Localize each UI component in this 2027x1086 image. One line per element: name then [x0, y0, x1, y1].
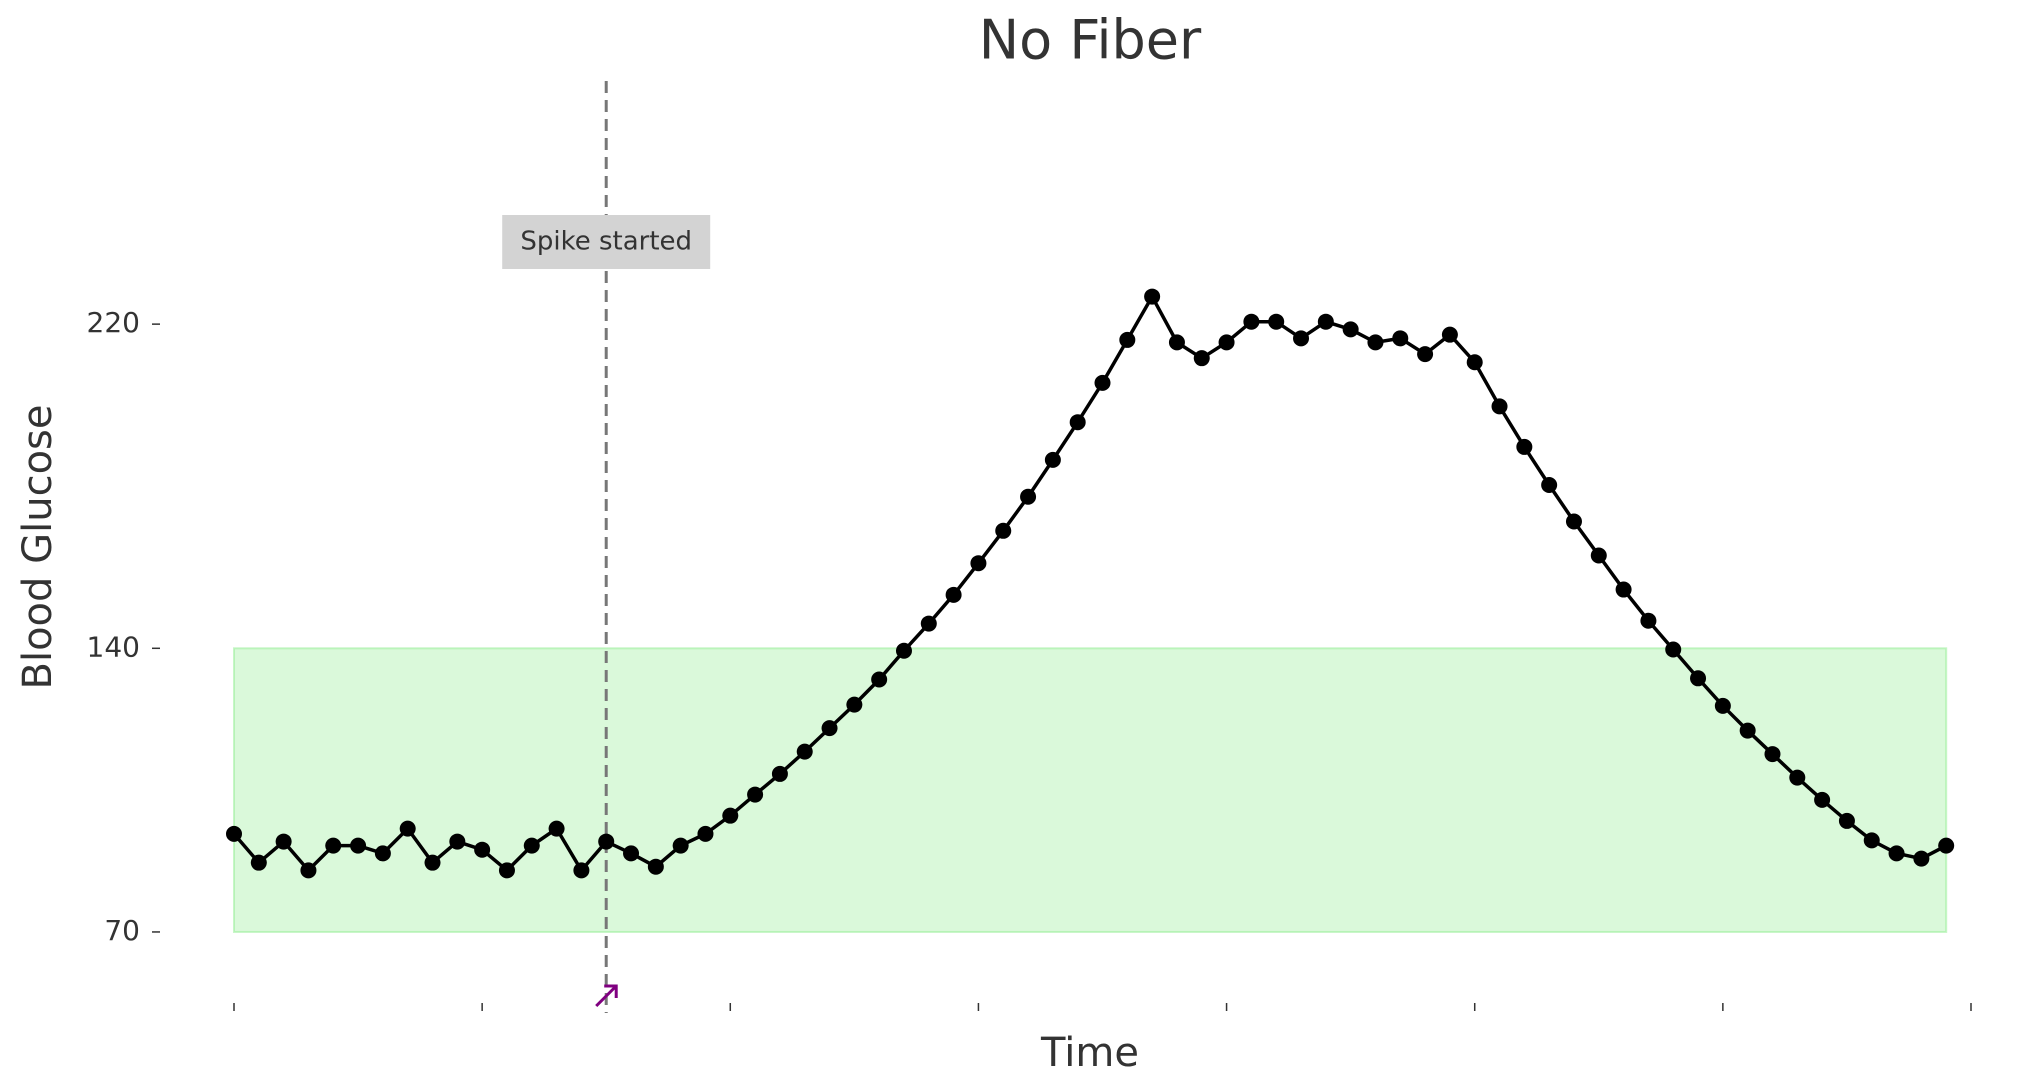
data-point [1491, 398, 1508, 415]
data-point [722, 807, 739, 824]
data-point [672, 837, 689, 854]
data-point [771, 765, 788, 782]
data-point [1938, 837, 1955, 854]
target-band [233, 647, 1948, 933]
data-point [250, 854, 267, 871]
series-line [232, 292, 1948, 874]
data-point [1615, 581, 1632, 598]
data-point [548, 820, 565, 837]
data-point [1044, 451, 1061, 468]
y-axis-label: Blood Glucose [15, 405, 61, 690]
data-point [995, 522, 1012, 539]
data-point [374, 845, 391, 862]
data-point [970, 555, 987, 572]
chart-title: No Fiber [979, 9, 1202, 72]
data-point [1268, 313, 1285, 330]
data-point [325, 837, 342, 854]
data-point [1243, 313, 1260, 330]
data-point [1764, 746, 1781, 763]
data-point [1119, 331, 1136, 348]
data-point [1516, 438, 1533, 455]
data-point [1168, 334, 1185, 351]
data-point [598, 833, 615, 850]
data-point [523, 837, 540, 854]
data-point [747, 786, 764, 803]
data-point [498, 862, 515, 879]
data-point [1466, 354, 1483, 371]
data-point [1814, 791, 1831, 808]
data-point [1565, 513, 1582, 530]
data-point [1342, 321, 1359, 338]
data-point [895, 642, 912, 659]
data-point [226, 825, 242, 842]
data-point [1590, 547, 1607, 564]
data-point [1317, 313, 1334, 330]
data-point [1739, 722, 1756, 739]
data-point [1367, 334, 1384, 351]
data-point [1069, 414, 1086, 431]
data-point [1714, 697, 1731, 714]
data-point [920, 615, 937, 632]
data-point [1441, 326, 1458, 343]
data-point [1144, 288, 1161, 305]
data-point [399, 820, 416, 837]
data-point [449, 833, 466, 850]
data-point [1293, 330, 1310, 347]
data-point [1665, 641, 1682, 658]
data-point [1640, 612, 1657, 629]
data-point [1838, 812, 1855, 829]
data-point [1789, 769, 1806, 786]
x-axis-label: Time [1040, 1030, 1139, 1076]
data-point [1690, 670, 1707, 687]
data-point [1863, 832, 1880, 849]
data-point [424, 854, 441, 871]
data-point [474, 841, 491, 858]
data-point [697, 825, 714, 842]
annotation-box [502, 215, 711, 269]
y-tick-label: 140 [87, 630, 140, 663]
data-point [846, 696, 863, 713]
y-tick-label: 220 [87, 306, 140, 339]
data-point [1193, 350, 1210, 367]
data-point [300, 862, 317, 879]
data-point [871, 671, 888, 688]
data-point [1541, 477, 1558, 494]
data-point [647, 858, 664, 875]
data-point [1913, 850, 1930, 867]
data-point [1218, 334, 1235, 351]
annotation: Spike started [520, 227, 692, 257]
y-tick-label: 70 [104, 914, 140, 947]
data-point [350, 837, 367, 854]
data-point [1094, 374, 1111, 391]
data-point [1417, 346, 1434, 363]
data-point [275, 833, 292, 850]
data-point [821, 720, 838, 737]
data-point [623, 845, 640, 862]
data-point [1888, 845, 1905, 862]
data-point [1392, 330, 1409, 347]
data-point [796, 743, 813, 760]
data-point [573, 862, 590, 879]
data-point [945, 586, 962, 603]
annotation-arrow [595, 984, 618, 1008]
data-point [1020, 488, 1037, 505]
